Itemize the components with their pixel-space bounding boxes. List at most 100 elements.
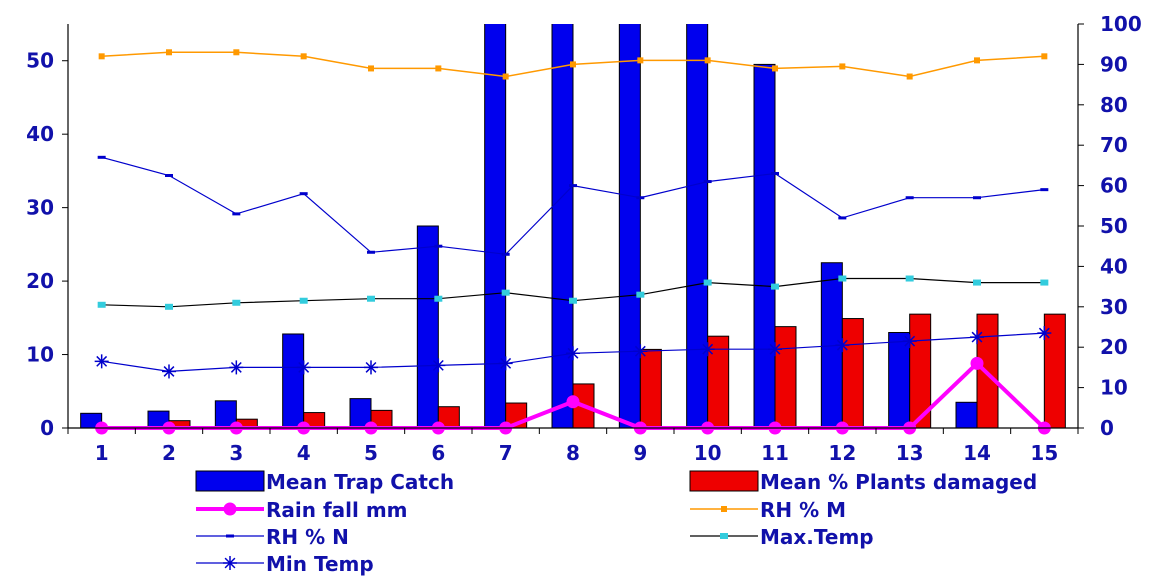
right-tick-label-70: 70 <box>1100 133 1128 157</box>
point-rh-m-7 <box>502 73 509 80</box>
right-tick-label-0: 0 <box>1100 416 1114 440</box>
bar-mean-trap-catch-14 <box>955 401 978 429</box>
point-max-temp-13 <box>905 275 914 282</box>
point-rain-fall-mm-14 <box>970 356 984 370</box>
point-rh-n-13 <box>905 196 914 200</box>
x-tick-label-8: 8 <box>566 441 580 465</box>
point-rh-m-9 <box>637 57 644 64</box>
point-min-temp-3 <box>229 360 244 375</box>
legend-marker-rh-n <box>226 534 234 538</box>
legend-label-min-temp: Min Temp <box>266 552 374 576</box>
point-rh-m-12 <box>839 63 846 70</box>
point-min-temp-1 <box>94 354 109 369</box>
left-tick-label-30: 30 <box>26 196 54 220</box>
point-min-temp-5 <box>364 360 378 375</box>
point-min-temp-7 <box>498 356 513 371</box>
x-tick-label-10: 10 <box>694 441 722 465</box>
point-rh-m-2 <box>166 49 172 56</box>
legend-marker-rain-fall-mm <box>223 502 237 516</box>
legend-item-rh-m: RH % M <box>690 498 846 522</box>
point-rh-m-5 <box>368 65 374 72</box>
point-rh-m-13 <box>906 73 913 80</box>
legend-item-min-temp: Min Temp <box>196 552 374 576</box>
x-tick-label-7: 7 <box>499 441 513 465</box>
left-tick-label-0: 0 <box>40 416 54 440</box>
right-tick-label-20: 20 <box>1100 335 1128 359</box>
point-rh-n-9 <box>636 196 645 200</box>
bars-layer <box>80 24 1066 429</box>
point-min-temp-4 <box>296 360 311 375</box>
point-rh-n-7 <box>501 252 510 256</box>
right-tick-label-100: 100 <box>1100 12 1142 36</box>
point-rh-m-14 <box>974 57 980 64</box>
point-rh-n-12 <box>838 216 847 220</box>
point-min-temp-15 <box>1037 326 1052 341</box>
point-rh-m-15 <box>1041 53 1048 60</box>
x-tick-label-1: 1 <box>95 441 109 465</box>
point-min-temp-11 <box>768 342 782 357</box>
legend-swatch-mean-trap-catch <box>195 470 265 492</box>
x-tick-label-9: 9 <box>633 441 647 465</box>
bar-mean-plants-damaged-11 <box>774 326 797 429</box>
x-tick-label-3: 3 <box>229 441 243 465</box>
point-max-temp-2 <box>165 303 173 310</box>
point-max-temp-4 <box>299 297 308 304</box>
right-tick-label-90: 90 <box>1100 52 1128 76</box>
legend-marker-rh-m <box>721 506 727 512</box>
bar-mean-trap-catch-4 <box>282 333 305 429</box>
x-tick-label-11: 11 <box>761 441 789 465</box>
point-max-temp-10 <box>703 279 712 286</box>
point-rh-n-10 <box>703 180 712 184</box>
point-max-temp-12 <box>838 275 847 282</box>
left-tick-label-20: 20 <box>26 269 54 293</box>
legend-marker-max-temp <box>720 533 728 539</box>
point-min-temp-8 <box>566 346 580 361</box>
x-tick-label-12: 12 <box>828 441 856 465</box>
right-tick-label-40: 40 <box>1100 254 1128 278</box>
point-min-temp-13 <box>902 334 917 349</box>
point-rain-fall-mm-8 <box>566 395 580 409</box>
bar-mean-trap-catch-13 <box>888 332 911 429</box>
x-tick-label-15: 15 <box>1030 441 1058 465</box>
point-rh-n-5 <box>367 250 375 254</box>
point-rh-n-11 <box>771 171 779 175</box>
legend-item-max-temp: Max.Temp <box>690 525 874 549</box>
x-tick-label-2: 2 <box>162 441 176 465</box>
point-min-temp-14 <box>970 330 984 345</box>
right-tick-label-50: 50 <box>1100 214 1128 238</box>
bar-mean-plants-damaged-12 <box>841 318 864 429</box>
point-max-temp-7 <box>501 289 510 296</box>
point-min-temp-10 <box>700 342 715 357</box>
bar-mean-plants-damaged-15 <box>1043 313 1066 429</box>
x-tick-label-6: 6 <box>431 441 445 465</box>
legend-item-rh-n: RH % N <box>196 525 349 549</box>
point-max-temp-1 <box>97 301 106 308</box>
point-max-temp-6 <box>434 295 443 302</box>
point-rh-m-3 <box>233 49 240 56</box>
point-min-temp-6 <box>431 358 446 373</box>
legend-swatch-mean-plants-damaged <box>689 470 759 492</box>
point-rh-n-8 <box>569 184 577 188</box>
point-max-temp-9 <box>636 291 645 298</box>
legend-marker-min-temp <box>223 556 237 570</box>
point-rh-n-6 <box>434 244 443 248</box>
bar-mean-trap-catch-10 <box>686 24 709 429</box>
point-max-temp-15 <box>1040 279 1049 286</box>
legend-label-mean-plants-damaged: Mean % Plants damaged <box>760 470 1037 494</box>
legend-item-rain-fall-mm: Rain fall mm <box>196 498 408 522</box>
point-rh-n-2 <box>165 174 173 177</box>
point-rh-n-14 <box>973 196 981 200</box>
bar-mean-plants-damaged-9 <box>639 348 662 429</box>
bar-mean-trap-catch-11 <box>753 63 776 429</box>
left-tick-label-10: 10 <box>26 343 54 367</box>
legend-label-rh-n: RH % N <box>266 525 349 549</box>
bar-mean-trap-catch-8 <box>551 24 574 429</box>
legend-label-rain-fall-mm: Rain fall mm <box>266 498 408 522</box>
point-max-temp-3 <box>232 299 241 306</box>
point-rh-n-3 <box>232 212 241 216</box>
left-tick-label-40: 40 <box>26 122 54 146</box>
legend: Mean Trap Catch Mean % Plants damaged Rain… <box>195 470 1037 576</box>
point-min-temp-2 <box>162 364 176 379</box>
point-min-temp-12 <box>835 338 850 353</box>
